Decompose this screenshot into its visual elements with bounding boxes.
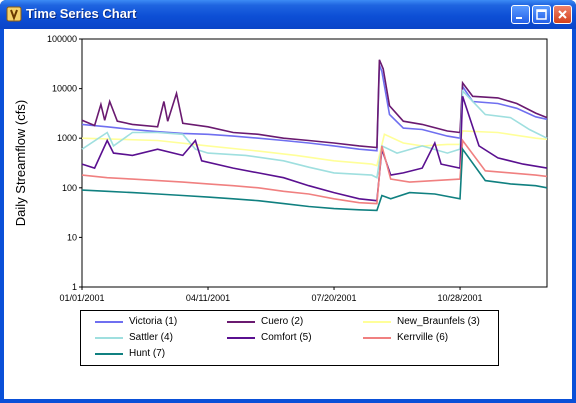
- chart-area: 1 10 100 1000 10000 100000 01/01/2001 04/11/200…: [4, 29, 572, 399]
- legend-label: Kerrville (6): [397, 332, 449, 343]
- legend-swatch: [227, 337, 255, 339]
- app-icon[interactable]: [6, 6, 22, 22]
- legend: Victoria (1) Cuero (2) New_Braunfels (3) Sa…: [80, 310, 499, 366]
- series-line-4: [81, 89, 548, 179]
- y-tick-label: 100: [62, 183, 77, 193]
- legend-swatch: [95, 353, 123, 355]
- y-axis-label: Daily Streamflow (cfs): [13, 100, 28, 226]
- minimize-button[interactable]: [511, 5, 530, 24]
- series-line-5: [81, 96, 548, 202]
- legend-label: Comfort (5): [261, 332, 312, 343]
- maximize-icon: [536, 9, 547, 20]
- y-tick-label: 10: [67, 232, 77, 242]
- minimize-icon: [516, 17, 522, 19]
- maximize-button[interactable]: [532, 5, 551, 24]
- y-tick-label: 1: [72, 282, 77, 292]
- legend-swatch: [227, 321, 255, 323]
- window-frame-right: [572, 29, 576, 403]
- close-icon: [558, 10, 567, 19]
- legend-label: Hunt (7): [129, 348, 166, 359]
- series-line-7: [81, 146, 548, 212]
- x-tick-label: 04/11/2001: [186, 293, 230, 303]
- legend-swatch: [363, 337, 391, 339]
- window-frame-bottom: [0, 399, 576, 403]
- legend-swatch: [95, 321, 123, 323]
- x-tick-label: 01/01/2001: [59, 293, 104, 303]
- y-tick-label: 10000: [52, 84, 77, 94]
- close-button[interactable]: [553, 5, 572, 24]
- x-tick-label: 10/28/2001: [438, 293, 483, 303]
- legend-swatch: [363, 321, 391, 323]
- title-bar[interactable]: Time Series Chart: [0, 0, 576, 29]
- legend-swatch: [95, 337, 123, 339]
- y-tick-label: 1000: [57, 133, 77, 143]
- legend-label: Victoria (1): [129, 316, 178, 327]
- window-frame-left: [0, 29, 4, 403]
- y-tick-label: 100000: [47, 34, 77, 44]
- legend-label: New_Braunfels (3): [397, 316, 480, 327]
- series-line-6: [81, 138, 548, 205]
- x-tick-label: 07/20/2001: [312, 293, 357, 303]
- time-series-plot: 1 10 100 1000 10000 100000 01/01/2001 04/11/200…: [13, 34, 548, 329]
- legend-label: Cuero (2): [261, 316, 304, 327]
- window-title: Time Series Chart: [26, 6, 137, 21]
- legend-label: Sattler (4): [129, 332, 173, 343]
- plot-frame: [81, 38, 548, 288]
